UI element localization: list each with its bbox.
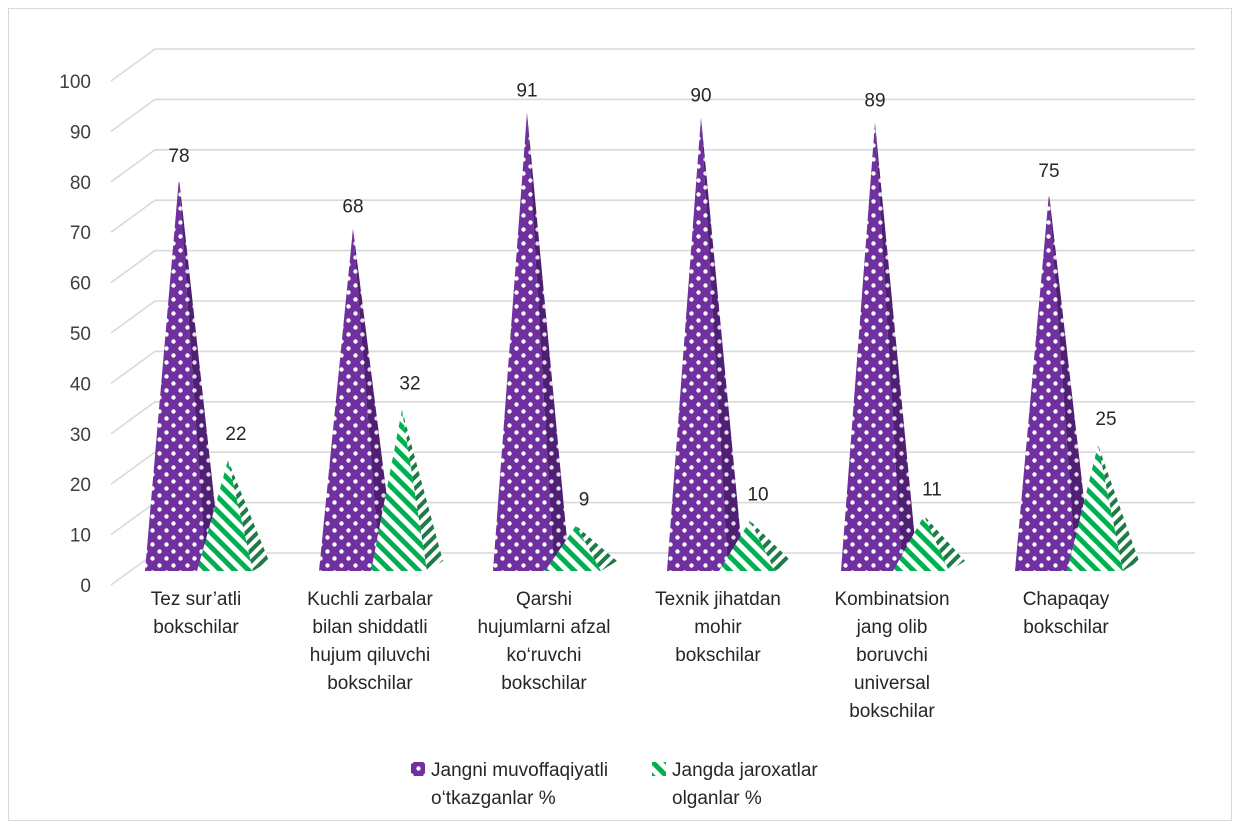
y-tick-label: 90 (70, 122, 91, 143)
bar-injury-front (893, 515, 949, 571)
pyramid-bar-chart: 0 10 20 30 40 50 60 70 80 90 100 78 22 68 32 91 9 90 10 89… (59, 48, 1195, 809)
y-axis: 0 10 20 30 40 50 60 70 80 90 100 (59, 72, 91, 597)
data-label-injury: 25 (1095, 409, 1116, 430)
bar-injury-side (576, 525, 617, 571)
bar-success-front (493, 112, 554, 572)
y-tick-label: 20 (70, 475, 91, 496)
bar-injury-front (719, 520, 775, 571)
legend-label: Jangda jaroxatlar olganlar % (672, 760, 818, 809)
x-category-label: Texnik jihatdan mohir bokschilar (655, 589, 781, 666)
y-tick-label: 10 (70, 526, 91, 547)
bar-success-side (1049, 193, 1091, 571)
bar-injury-side (750, 520, 791, 571)
gridline (110, 48, 1195, 82)
bar-injury-side (1098, 445, 1139, 571)
bar-success-side (527, 112, 569, 572)
bar-success-side (875, 122, 917, 571)
data-label-success: 75 (1038, 161, 1059, 182)
category-labels: Tez sur’atli bokschilar Kuchli zarbalar bil… (151, 589, 1110, 722)
gridline (110, 350, 1195, 385)
gridlines (110, 48, 1195, 586)
gridline (110, 300, 1195, 334)
bar-injury-side (228, 460, 269, 571)
bar-success-front (841, 122, 902, 571)
x-category-label: Qarshi hujumlarni afzal ko‘ruvchi bokschila… (477, 589, 610, 694)
y-tick-label: 70 (70, 223, 91, 244)
bar-injury-front (545, 525, 601, 571)
x-category-label: Kombinatsion jang olib boruvchi universal bo… (834, 589, 949, 722)
x-category-label: Chapaqay bokschilar (1023, 589, 1110, 638)
gridline (110, 98, 1195, 133)
gridline (110, 149, 1195, 183)
y-tick-label: 30 (70, 425, 91, 446)
bar-injury-side (924, 515, 965, 571)
legend-label: Jangni muvoffaqiyatli o‘tkazganlar % (431, 760, 608, 809)
data-label-success: 89 (864, 90, 885, 111)
data-label-success: 90 (690, 85, 711, 106)
y-tick-label: 60 (70, 274, 91, 295)
bar-injury-side (402, 409, 443, 571)
bar-success-front (1015, 193, 1076, 571)
x-category-label: Tez sur’atli bokschilar (151, 589, 241, 638)
bar-success-side (179, 177, 221, 571)
y-tick-label: 100 (59, 72, 91, 93)
y-tick-label: 80 (70, 173, 91, 194)
y-tick-label: 50 (70, 324, 91, 345)
bar-injury-front (371, 409, 427, 571)
bar-injury-front (197, 460, 253, 571)
data-label-injury: 10 (747, 485, 768, 506)
data-label-success: 78 (168, 146, 189, 167)
bar-success-side (353, 228, 395, 571)
data-label-injury: 32 (399, 374, 420, 395)
bar-success-front (667, 117, 728, 572)
gridline (110, 451, 1195, 485)
data-label-injury: 9 (579, 490, 590, 511)
bar-success-front (145, 177, 206, 571)
gridline (110, 199, 1195, 233)
gridline (110, 249, 1195, 284)
data-marks: 78 22 68 32 91 9 90 10 89 11 75 25 (145, 80, 1139, 572)
chart-frame: 0 10 20 30 40 50 60 70 80 90 100 78 22 68 32 91 9 90 10 89… (8, 8, 1232, 821)
data-label-success: 68 (342, 196, 363, 217)
data-label-injury: 22 (225, 424, 246, 445)
y-tick-label: 0 (80, 576, 91, 597)
legend-swatch (411, 762, 425, 776)
x-category-label: Kuchli zarbalar bilan shiddatli hujum qilu… (307, 589, 433, 694)
gridline (110, 400, 1195, 435)
bar-success-side (701, 117, 743, 572)
bar-injury-front (1067, 445, 1123, 571)
legend-swatch (652, 762, 666, 776)
data-label-injury: 11 (922, 480, 942, 501)
data-label-success: 91 (516, 80, 537, 101)
legend: Jangni muvoffaqiyatli o‘tkazganlar % Jangd… (411, 760, 818, 809)
y-tick-label: 40 (70, 374, 91, 395)
bar-success-front (319, 228, 380, 571)
